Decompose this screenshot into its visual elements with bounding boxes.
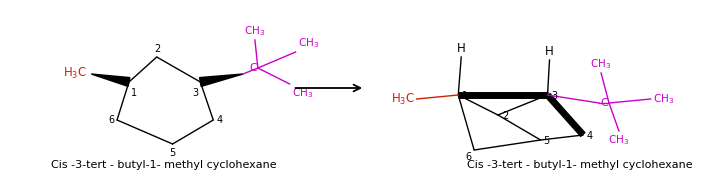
Text: $\mathregular{CH_3}$: $\mathregular{CH_3}$ [244,24,265,38]
Text: C: C [600,98,608,108]
Text: $\mathregular{CH_3}$: $\mathregular{CH_3}$ [653,92,674,106]
Polygon shape [200,74,243,86]
Text: 2: 2 [502,111,508,121]
Text: Cis -3-tert - butyl-1- methyl cyclohexane: Cis -3-tert - butyl-1- methyl cyclohexan… [51,160,276,170]
Text: 3: 3 [552,91,557,101]
Text: $\mathregular{H_3C}$: $\mathregular{H_3C}$ [63,66,87,81]
Text: 3: 3 [192,88,198,98]
Text: $\mathregular{CH_3}$: $\mathregular{CH_3}$ [291,86,313,100]
Text: 6: 6 [108,115,114,125]
Text: Cis -3-tert - butyl-1- methyl cyclohexane: Cis -3-tert - butyl-1- methyl cyclohexan… [468,160,693,170]
Text: 5: 5 [544,136,549,146]
Text: 2: 2 [155,44,161,54]
Text: $\mathregular{H_3C}$: $\mathregular{H_3C}$ [390,92,414,107]
Text: 1: 1 [462,91,469,101]
Text: $\mathregular{CH_3}$: $\mathregular{CH_3}$ [608,133,630,147]
Text: H: H [457,42,466,55]
Polygon shape [91,74,130,86]
Text: 6: 6 [465,152,471,162]
Text: 4: 4 [216,115,223,125]
Text: 1: 1 [131,88,137,98]
Text: H: H [545,45,554,58]
Text: $\mathregular{CH_3}$: $\mathregular{CH_3}$ [591,57,612,71]
Text: C: C [249,63,257,73]
Text: $\mathregular{CH_3}$: $\mathregular{CH_3}$ [298,36,319,50]
Text: 4: 4 [586,131,592,141]
Text: 5: 5 [169,148,176,158]
